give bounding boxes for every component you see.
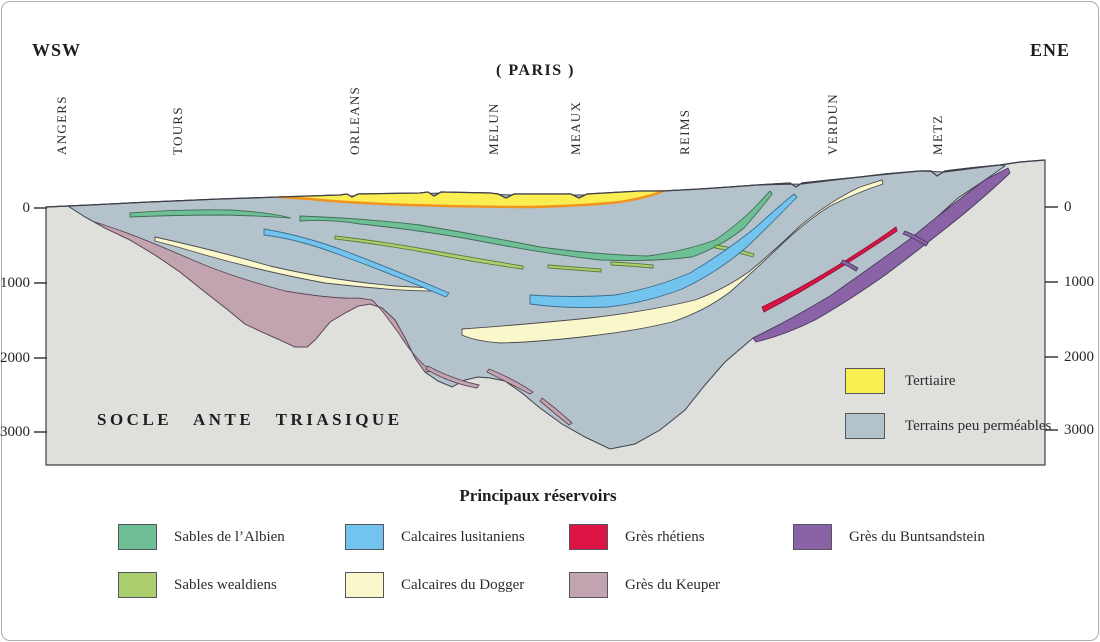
paris-title: ( PARIS ) <box>496 62 575 79</box>
city-label-verdun: VERDUN <box>825 93 840 155</box>
socle-label: SOCLE ANTE TRIASIQUE <box>97 410 403 429</box>
depth-label-right-0: 0 <box>1064 199 1072 215</box>
depth-ticks <box>34 206 1058 433</box>
ground-surface-line <box>45 159 1046 208</box>
depth-label-left-2000: 2000 <box>0 350 30 366</box>
albien-label: Sables de l’Albien <box>174 528 285 545</box>
tertiaire-label: Tertiaire <box>905 372 956 389</box>
depth-label-left-3000: 3000 <box>0 424 30 440</box>
albien-layer <box>299 190 773 262</box>
depth-label-left-0: 0 <box>22 200 31 216</box>
lusitanien-label: Calcaires lusitaniens <box>401 528 525 545</box>
city-label-tours: TOURS <box>170 106 185 155</box>
keuper-lens <box>539 397 573 426</box>
lusitanien-layer-central <box>529 193 798 309</box>
tertiaire-swatch <box>845 368 885 394</box>
legend-item-buntsandstein: Grès du Buntsandstein <box>793 524 985 550</box>
wealdien-swatch <box>118 572 157 598</box>
wealdien-label: Sables wealdiens <box>174 576 277 593</box>
dogger-label: Calcaires du Dogger <box>401 576 525 593</box>
dogger-layer-central <box>461 179 884 344</box>
buntsandstein-lens <box>840 259 859 272</box>
depth-label-right-1000: 1000 <box>1064 274 1094 290</box>
buntsandstein-lens <box>902 230 929 247</box>
rhetien-layer <box>761 226 898 313</box>
legend-item-rhetien: Grès rhétiens <box>569 524 705 550</box>
city-label-melun: MELUN <box>486 102 501 155</box>
rhetien-swatch <box>569 524 608 550</box>
terrains-swatch <box>845 413 885 439</box>
wealdien-layer <box>334 235 524 270</box>
direction-label-wsw: WSW <box>32 40 82 60</box>
wealdien-lens <box>610 261 654 269</box>
legend-item-lusitanien: Calcaires lusitaniens <box>345 524 525 550</box>
dogger-swatch <box>345 572 384 598</box>
city-label-metz: METZ <box>930 114 945 155</box>
legend-item-wealdien: Sables wealdiens <box>118 572 277 598</box>
terrains-label: Terrains peu perméables <box>905 417 1052 434</box>
direction-label-ene: ENE <box>1029 40 1070 60</box>
buntsandstein-swatch <box>793 524 832 550</box>
city-label-reims: REIMS <box>677 108 692 155</box>
legend-item-keuper: Grès du Keuper <box>569 572 720 598</box>
depth-label-right-2000: 2000 <box>1064 349 1094 365</box>
depth-label-right-3000: 3000 <box>1064 422 1094 438</box>
wealdien-lens <box>547 264 602 273</box>
keuper-layer <box>94 221 438 373</box>
legend-item-dogger: Calcaires du Dogger <box>345 572 524 598</box>
inset-legend-item-tertiaire: Tertiaire <box>845 368 956 394</box>
lusitanien-swatch <box>345 524 384 550</box>
buntsandstein-label: Grès du Buntsandstein <box>849 528 985 545</box>
legend-title: Principaux réservoirs <box>459 486 617 505</box>
tertiaire-base-line <box>278 189 665 209</box>
albien-layer-west <box>129 209 292 219</box>
rhetien-label: Grès rhétiens <box>625 528 705 545</box>
keuper-lens <box>425 365 480 389</box>
dogger-layer-west <box>154 236 434 292</box>
albien-swatch <box>118 524 157 550</box>
lusitanien-layer-west <box>263 228 450 298</box>
buntsandstein-layer <box>752 167 1011 343</box>
legend-item-albien: Sables de l’Albien <box>118 524 285 550</box>
city-label-orleans: ORLEANS <box>347 85 362 155</box>
city-label-meaux: MEAUX <box>568 100 583 155</box>
keuper-label: Grès du Keuper <box>625 576 720 593</box>
city-label-angers: ANGERS <box>54 95 69 155</box>
inset-legend-item-terrains: Terrains peu perméables <box>845 413 1051 439</box>
keuper-lens <box>486 368 534 395</box>
depth-label-left-1000: 1000 <box>0 275 30 291</box>
keuper-swatch <box>569 572 608 598</box>
